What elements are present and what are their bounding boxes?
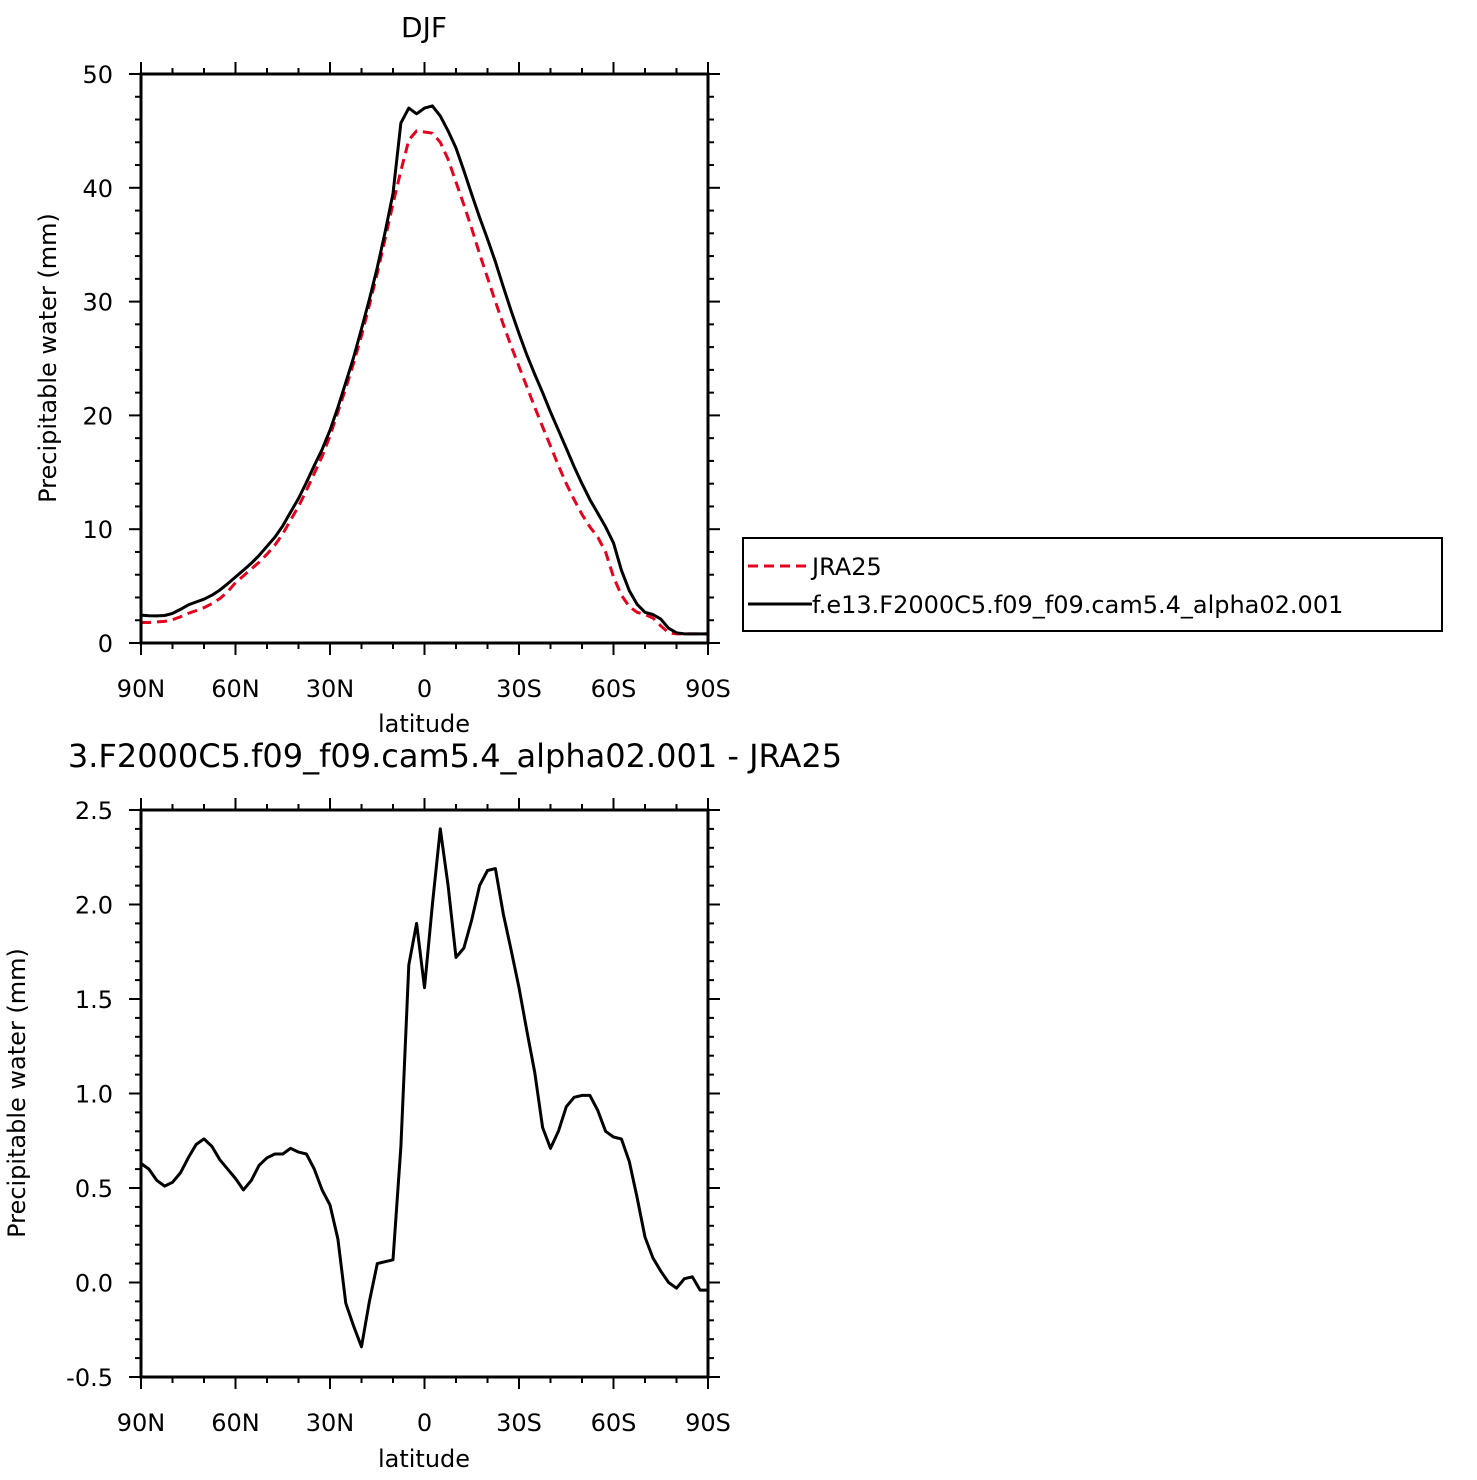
top-series-line-1 [140,104,708,636]
x-tick-label: 30N [306,675,355,703]
y-tick-label: 10 [82,516,113,544]
y-tick-label: 2.5 [75,797,113,825]
bottom-panel: 3.F2000C5.f09_f09.cam5.4_alpha02.001 - J… [3,737,842,1473]
legend-label-model: f.e13.F2000C5.f09_f09.cam5.4_alpha02.001 [812,591,1343,619]
x-tick-label: 30S [496,1409,542,1437]
top-tick-labels: 90N 60N 30N 0 30S 60S 90S 0 10 20 30 40 50 [82,61,730,703]
bottom-series [140,827,708,1349]
top-plot-frame [139,72,710,645]
legend: JRA25 f.e13.F2000C5.f09_f09.cam5.4_alpha… [742,537,1443,632]
top-y-axis-label: Precipitable water (mm) [34,213,62,503]
y-tick-label: 0.5 [75,1175,113,1203]
x-tick-label: 60N [211,675,260,703]
x-tick-label: 30S [496,675,542,703]
top-series-line-0 [141,129,708,636]
bottom-ticks [129,798,720,1389]
y-tick-label: 0 [98,630,113,658]
top-ticks [129,62,720,655]
y-tick-label: 1.5 [75,986,113,1014]
top-x-axis-label: latitude [378,710,470,738]
y-tick-label: 0.0 [75,1270,113,1298]
bottom-x-axis-label: latitude [378,1445,470,1473]
x-tick-label: 60N [211,1409,260,1437]
bottom-tick-labels: 90N 60N 30N 0 30S 60S 90S -0.5 0.0 0.5 1.0 1.5 2.0 2.… [66,797,731,1437]
y-tick-label: 2.0 [75,892,113,920]
y-tick-label: 50 [82,61,113,89]
x-tick-label: 90N [117,1409,166,1437]
bottom-y-axis-label: Precipitable water (mm) [3,948,31,1238]
y-tick-label: 20 [82,402,113,430]
top-series [140,104,708,636]
legend-box [742,537,1443,632]
x-tick-label: 60S [591,675,637,703]
y-tick-label: 40 [82,175,113,203]
x-tick-label: 30N [306,1409,355,1437]
top-panel: DJF 90N 60N 30N 0 30S 60S 90S 0 10 20 30 40 50 latit… [34,11,731,738]
bottom-plot-frame [139,808,710,1379]
top-chart-title: DJF [401,11,447,44]
bottom-series-line-0 [140,827,708,1349]
x-tick-label: 0 [417,675,432,703]
y-tick-label: 30 [82,289,113,317]
x-tick-label: 90N [117,675,166,703]
x-tick-label: 0 [417,1409,432,1437]
legend-label-jra25: JRA25 [810,553,882,581]
y-tick-label: -0.5 [66,1364,113,1392]
x-tick-label: 60S [591,1409,637,1437]
x-tick-label: 90S [685,675,731,703]
x-tick-label: 90S [685,1409,731,1437]
bottom-chart-title: 3.F2000C5.f09_f09.cam5.4_alpha02.001 - J… [68,737,842,775]
y-tick-label: 1.0 [75,1081,113,1109]
